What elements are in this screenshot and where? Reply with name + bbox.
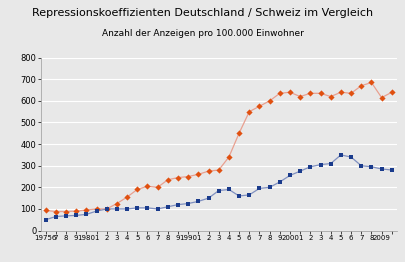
Point xyxy=(348,155,354,159)
Point xyxy=(103,207,110,211)
Point xyxy=(368,80,375,85)
Point xyxy=(277,91,283,95)
Point xyxy=(236,194,242,198)
Point xyxy=(226,187,232,192)
Point xyxy=(134,187,141,192)
Point xyxy=(154,185,161,189)
Point xyxy=(185,201,192,206)
Point xyxy=(246,110,252,114)
Point xyxy=(338,90,344,94)
Point xyxy=(388,168,395,172)
Point xyxy=(144,206,151,210)
Point xyxy=(358,163,364,168)
Point xyxy=(328,161,334,166)
Point xyxy=(226,155,232,159)
Text: Repressionskoeffizienten Deutschland / Schweiz im Vergleich: Repressionskoeffizienten Deutschland / S… xyxy=(32,8,373,18)
Point xyxy=(368,165,375,169)
Point xyxy=(348,91,354,95)
Point xyxy=(124,207,130,211)
Point xyxy=(236,131,242,135)
Point xyxy=(358,84,364,88)
Point xyxy=(277,180,283,184)
Point xyxy=(83,212,90,216)
Point xyxy=(73,209,79,213)
Point xyxy=(134,206,141,210)
Point xyxy=(93,209,100,213)
Point xyxy=(43,208,49,212)
Point xyxy=(317,162,324,167)
Point xyxy=(215,188,222,193)
Point xyxy=(388,90,395,94)
Point xyxy=(266,99,273,103)
Point xyxy=(103,207,110,211)
Point xyxy=(83,208,90,212)
Point xyxy=(144,184,151,188)
Point xyxy=(43,218,49,222)
Point xyxy=(164,205,171,209)
Point xyxy=(53,209,59,214)
Text: Anzahl der Anzeigen pro 100.000 Einwohner: Anzahl der Anzeigen pro 100.000 Einwohne… xyxy=(102,29,303,38)
Point xyxy=(175,203,181,207)
Point xyxy=(246,193,252,197)
Point xyxy=(205,169,212,173)
Point xyxy=(175,176,181,180)
Point xyxy=(256,186,263,190)
Point xyxy=(195,172,202,177)
Point xyxy=(328,94,334,99)
Point xyxy=(307,91,313,95)
Point xyxy=(297,94,303,99)
Point xyxy=(297,169,303,173)
Point xyxy=(378,167,385,171)
Point xyxy=(338,153,344,157)
Point xyxy=(215,168,222,172)
Point xyxy=(53,214,59,219)
Point xyxy=(63,214,69,218)
Point xyxy=(185,174,192,179)
Point xyxy=(114,207,120,211)
Point xyxy=(287,90,293,94)
Point xyxy=(378,96,385,100)
Point xyxy=(266,185,273,189)
Point xyxy=(114,201,120,206)
Point xyxy=(164,178,171,182)
Point xyxy=(287,173,293,178)
Point xyxy=(124,195,130,199)
Point xyxy=(195,199,202,204)
Point xyxy=(307,165,313,169)
Point xyxy=(317,91,324,95)
Point xyxy=(154,207,161,211)
Point xyxy=(63,209,69,214)
Point xyxy=(93,207,100,211)
Point xyxy=(73,213,79,217)
Point xyxy=(256,104,263,108)
Point xyxy=(205,196,212,200)
